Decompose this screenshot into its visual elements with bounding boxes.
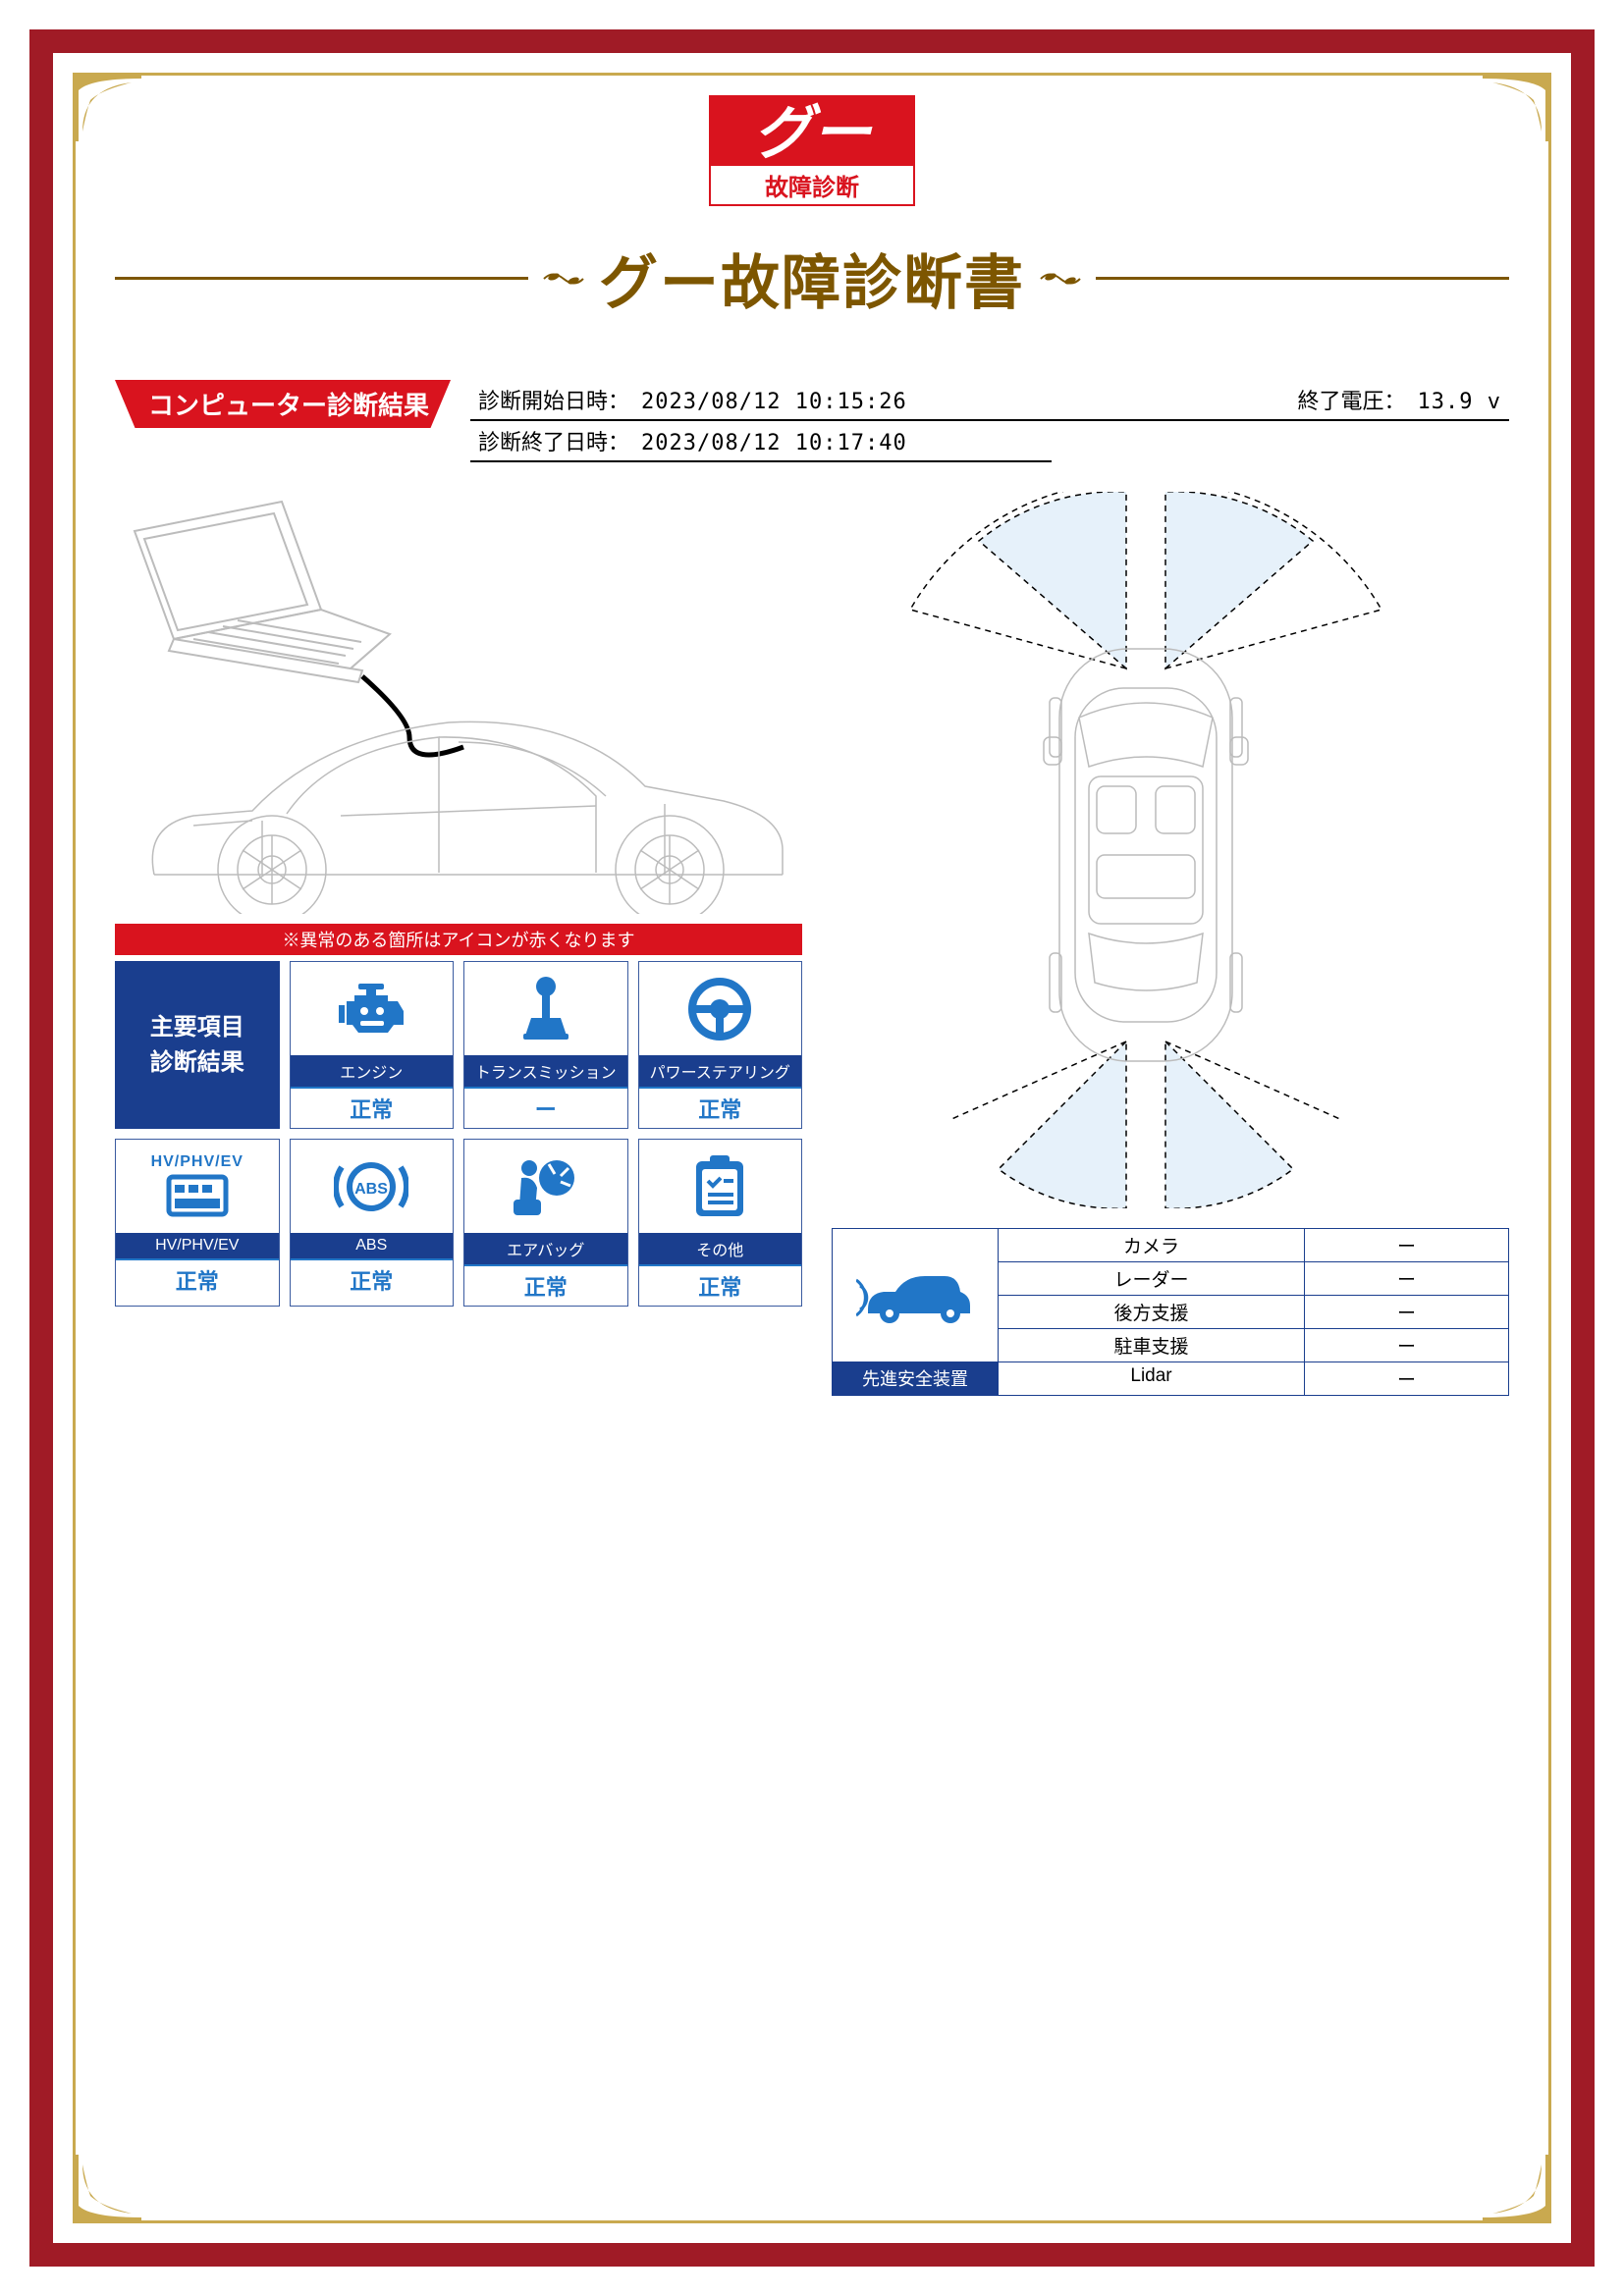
card-label: パワーステアリング xyxy=(639,1055,802,1087)
results-grid: 主要項目 診断結果 エンジン 正常 xyxy=(115,961,802,1307)
inner-border: グー 故障診断 グー故障診断書 コンピューター診断結果 xyxy=(73,73,1551,2223)
safety-label: レーダー xyxy=(999,1262,1305,1295)
result-card-hvphvev: HV/PHV/EV HV/PHV/EV 正常 xyxy=(115,1139,280,1307)
note-bar: ※異常のある箇所はアイコンが赤くなります xyxy=(115,924,802,955)
title-rule-left xyxy=(115,277,528,280)
car-top-sensor-diagram xyxy=(832,492,1460,1208)
leaf-icon xyxy=(1039,268,1082,290)
safety-value: ー xyxy=(1305,1229,1509,1261)
result-card-steering: パワーステアリング 正常 xyxy=(638,961,803,1129)
hv-top-text: HV/PHV/EV xyxy=(151,1153,244,1171)
card-status: 正常 xyxy=(464,1264,627,1306)
card-label: HV/PHV/EV xyxy=(116,1233,279,1258)
safety-table-left: 先進安全装置 xyxy=(832,1228,999,1396)
safety-row: レーダー ー xyxy=(999,1262,1509,1296)
diagnostic-meta: 診断開始日時： 2023/08/12 10:15:26 終了電圧： 13.9 v… xyxy=(470,380,1509,462)
card-label: エンジン xyxy=(291,1055,454,1087)
car-sensor-icon xyxy=(833,1229,998,1362)
card-status: 正常 xyxy=(291,1258,454,1300)
section-header-row: コンピューター診断結果 診断開始日時： 2023/08/12 10:15:26 … xyxy=(115,380,1509,462)
safety-row: 後方支援 ー xyxy=(999,1296,1509,1329)
svg-text:ABS: ABS xyxy=(354,1181,388,1198)
hvphvev-icon: HV/PHV/EV xyxy=(116,1140,279,1233)
result-card-airbag: エアバッグ 正常 xyxy=(463,1139,628,1307)
safety-value: ー xyxy=(1305,1262,1509,1295)
header-line1: 主要項目 xyxy=(150,1014,244,1041)
safety-title: 先進安全装置 xyxy=(833,1362,998,1395)
car-side-diagram xyxy=(115,492,802,914)
safety-table-rows: カメラ ー レーダー ー 後方支援 ー xyxy=(999,1228,1509,1396)
safety-row: Lidar ー xyxy=(999,1362,1509,1396)
clipboard-icon xyxy=(639,1140,802,1233)
voltage-label: 終了電圧： xyxy=(1298,384,1406,415)
leaf-icon xyxy=(542,268,585,290)
safety-row: カメラ ー xyxy=(999,1229,1509,1262)
result-card-other: その他 正常 xyxy=(638,1139,803,1307)
card-status: 正常 xyxy=(639,1264,802,1306)
result-card-abs: ABS ABS 正常 xyxy=(290,1139,455,1307)
safety-label: カメラ xyxy=(999,1229,1305,1261)
result-card-transmission: トランスミッション ー xyxy=(463,961,628,1129)
title-row: グー故障診断書 xyxy=(115,236,1509,321)
safety-value: ー xyxy=(1305,1362,1509,1395)
card-status: 正常 xyxy=(116,1258,279,1300)
transmission-icon xyxy=(464,962,627,1055)
outer-border: グー 故障診断 グー故障診断書 コンピューター診断結果 xyxy=(29,29,1595,2267)
airbag-icon xyxy=(464,1140,627,1233)
title-rule-right xyxy=(1096,277,1509,280)
corner-ornament-br xyxy=(1483,2155,1551,2223)
end-value: 2023/08/12 10:17:40 xyxy=(641,431,907,455)
right-column: 先進安全装置 カメラ ー レーダー ー xyxy=(832,492,1509,1396)
start-value: 2023/08/12 10:15:26 xyxy=(641,390,907,414)
left-column: ※異常のある箇所はアイコンが赤くなります 主要項目 診断結果 xyxy=(115,492,802,1396)
safety-value: ー xyxy=(1305,1296,1509,1328)
safety-table: 先進安全装置 カメラ ー レーダー ー xyxy=(832,1228,1509,1396)
engine-icon xyxy=(291,962,454,1055)
safety-label: Lidar xyxy=(999,1362,1305,1395)
card-status: 正常 xyxy=(291,1087,454,1128)
end-label: 診断終了日時： xyxy=(478,425,629,456)
card-label: ABS xyxy=(291,1233,454,1258)
diagram-row: ※異常のある箇所はアイコンが赤くなります 主要項目 診断結果 xyxy=(115,492,1509,1396)
card-status: ー xyxy=(464,1087,627,1128)
card-label: その他 xyxy=(639,1233,802,1264)
safety-row: 駐車支援 ー xyxy=(999,1329,1509,1362)
corner-ornament-bl xyxy=(73,2155,141,2223)
brand-logo: グー 故障診断 xyxy=(709,95,915,206)
safety-label: 駐車支援 xyxy=(999,1329,1305,1362)
meta-row-start: 診断開始日時： 2023/08/12 10:15:26 終了電圧： 13.9 v xyxy=(470,380,1509,421)
start-label: 診断開始日時： xyxy=(478,384,629,415)
section-badge: コンピューター診断結果 xyxy=(115,380,451,428)
card-label: エアバッグ xyxy=(464,1233,627,1264)
card-label: トランスミッション xyxy=(464,1055,627,1087)
voltage-value: 13.9 v xyxy=(1418,390,1501,414)
header-line2: 診断結果 xyxy=(150,1049,244,1076)
page: グー 故障診断 グー故障診断書 コンピューター診断結果 xyxy=(0,0,1624,2296)
page-title: グー故障診断書 xyxy=(599,236,1025,321)
card-status: 正常 xyxy=(639,1087,802,1128)
result-card-engine: エンジン 正常 xyxy=(290,961,455,1129)
meta-row-end: 診断終了日時： 2023/08/12 10:17:40 xyxy=(470,421,1052,462)
safety-label: 後方支援 xyxy=(999,1296,1305,1328)
logo-top-text: グー xyxy=(711,97,913,166)
steering-icon xyxy=(639,962,802,1055)
content-area: グー 故障診断 グー故障診断書 コンピューター診断結果 xyxy=(76,76,1548,1415)
abs-icon: ABS xyxy=(291,1140,454,1233)
results-header-card: 主要項目 診断結果 xyxy=(115,961,280,1129)
logo-bottom-text: 故障診断 xyxy=(711,166,913,204)
safety-value: ー xyxy=(1305,1329,1509,1362)
